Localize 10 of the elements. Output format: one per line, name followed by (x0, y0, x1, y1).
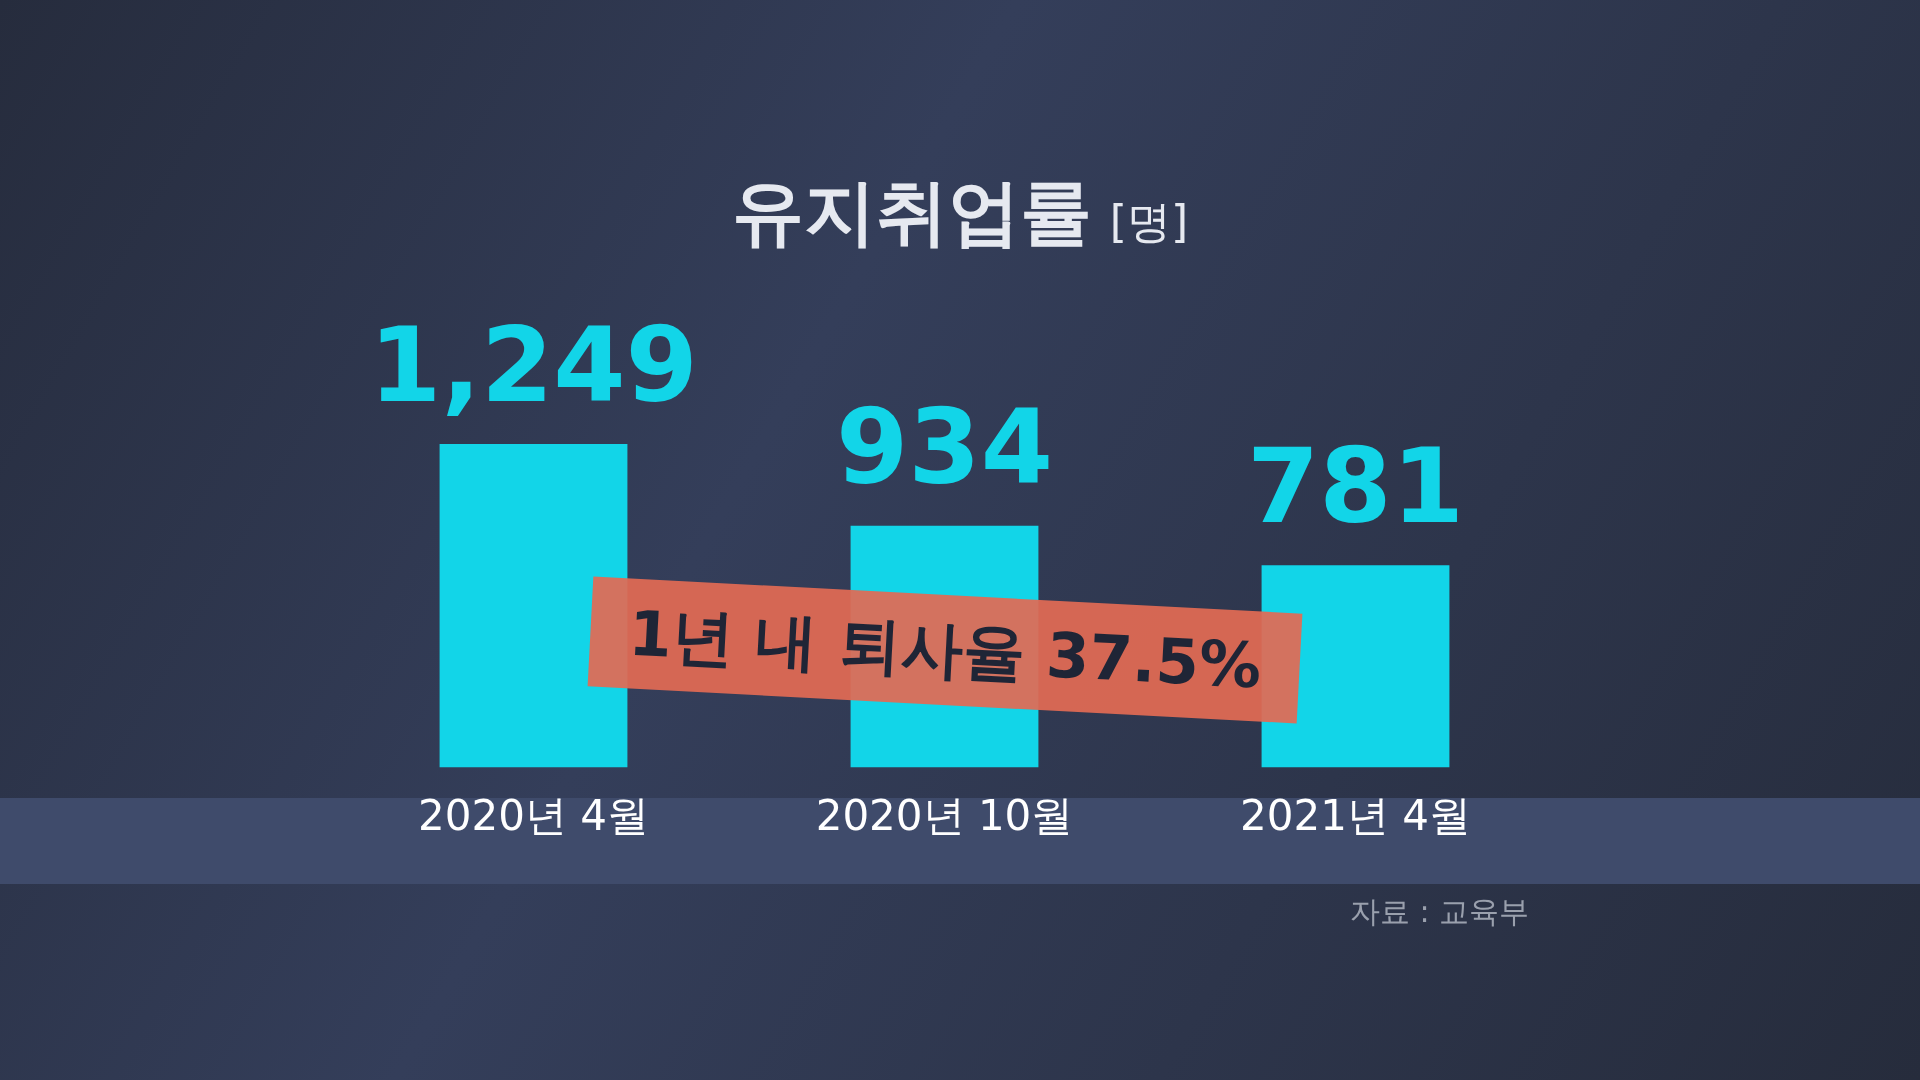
x-tick-label: 2020년 4월 (418, 790, 649, 840)
chart-title: 유지취업률 (731, 170, 1092, 254)
x-tick-label: 2020년 10월 (815, 790, 1074, 840)
data-label: 781 (1246, 425, 1465, 548)
annotation: 1년 내 퇴사율 37.5% (587, 576, 1303, 724)
x-tick-label: 2021년 4월 (1240, 790, 1471, 840)
text: 자료 : 교육부 (1350, 893, 1530, 931)
data-label: 1,249 (369, 304, 698, 427)
data-label: 934 (835, 385, 1054, 508)
chart-subtitle: [명] (1109, 196, 1189, 247)
